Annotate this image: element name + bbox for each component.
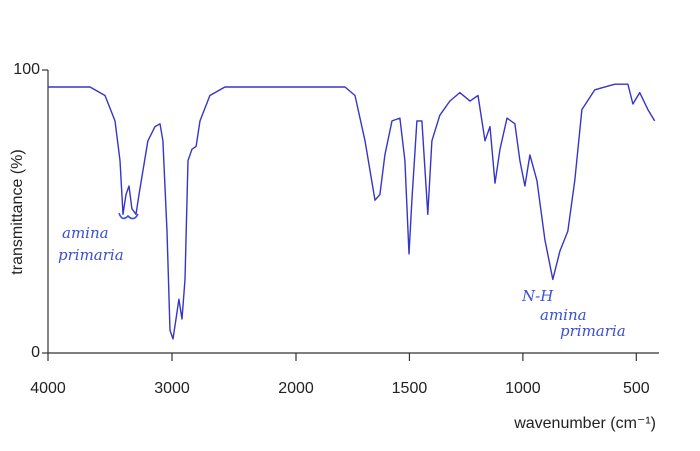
annotation: amina <box>62 224 109 242</box>
x-axis-label: wavenumber (cm⁻¹) <box>513 415 656 432</box>
x-tick-label: 4000 <box>30 380 66 397</box>
x-tick-label: 1000 <box>505 380 541 397</box>
annotation-bracket <box>118 212 139 220</box>
x-tick-label: 2000 <box>278 380 314 397</box>
annotation: primaria <box>560 322 626 340</box>
annotation: primaria <box>58 246 124 264</box>
y-tick-label: 0 <box>31 344 40 361</box>
annotation: N-H <box>521 287 554 305</box>
y-axis-label: transmittance (%) <box>9 149 26 274</box>
x-tick-label: 3000 <box>154 380 190 397</box>
annotation: amina <box>540 306 587 324</box>
spectrum-line <box>48 83 656 340</box>
x-tick-label: 1500 <box>392 380 428 397</box>
x-tick-label: 500 <box>623 380 650 397</box>
y-tick-label: 100 <box>13 61 40 78</box>
